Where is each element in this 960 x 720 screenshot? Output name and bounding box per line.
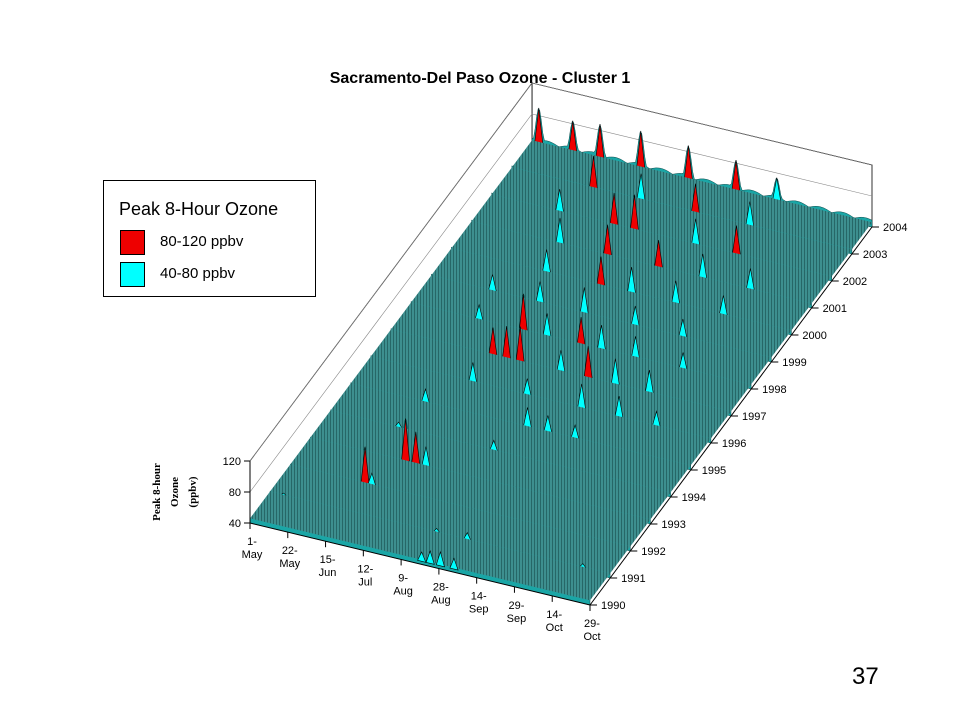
y-tick-label: 1990 <box>601 600 625 612</box>
ridge-1990 <box>249 491 611 606</box>
ridge-floor <box>431 248 792 358</box>
x-tick-label: 9-Aug <box>393 572 413 597</box>
ridge-floor <box>270 464 631 574</box>
y-tick-label: 2004 <box>883 222 907 234</box>
y-tick-label: 1995 <box>702 465 726 477</box>
ridge-floor <box>290 437 651 547</box>
legend-label-high: 80-120 ppbv <box>160 233 244 250</box>
y-tick-label: 1992 <box>641 546 665 558</box>
wall-gridline <box>249 113 873 493</box>
legend-swatch-cyan <box>120 262 145 287</box>
y-tick-label: 2003 <box>863 249 887 261</box>
x-tick-label: 14-Sep <box>469 591 489 616</box>
x-tick-label: 1-May <box>242 536 263 561</box>
x-tick-label: 29-Sep <box>507 600 527 625</box>
chart-title: Sacramento-Del Paso Ozone - Cluster 1 <box>329 70 631 87</box>
y-tick-label: 1997 <box>742 411 766 423</box>
ridge-floor <box>350 356 711 466</box>
y-tick-label: 2000 <box>802 330 826 342</box>
ridge-floor <box>330 383 691 493</box>
x-tick-label: 22-May <box>279 545 300 570</box>
ridge-floor <box>310 410 671 520</box>
legend-swatch-red <box>120 230 145 255</box>
ridge-floor <box>411 275 772 385</box>
z-tick-label: 40 <box>229 518 241 530</box>
z-tick-label: 120 <box>223 456 241 468</box>
ridge-floor <box>471 194 832 304</box>
y-tick-label: 1999 <box>782 357 806 369</box>
z-axis-title: (ppbv) <box>187 476 199 508</box>
ozone-peak-1990-1 <box>425 550 435 565</box>
page-number: 37 <box>852 663 879 690</box>
y-tick-label: 1993 <box>661 519 685 531</box>
legend: Peak 8-Hour Ozone 80-120 ppbv 40-80 ppbv <box>103 180 316 297</box>
ridge-1993 <box>310 410 671 525</box>
ridge-floor <box>391 302 752 412</box>
y-tick-label: 1994 <box>682 492 706 504</box>
ozone-peak-1990-3 <box>449 557 459 571</box>
ridge-floor <box>491 167 852 277</box>
ozone-peak-1990-2 <box>435 550 445 568</box>
x-tick-label: 29-Oct <box>583 618 600 643</box>
ridge-floor <box>511 140 872 250</box>
y-tick-label: 2002 <box>843 276 867 288</box>
ridge-1992 <box>290 437 651 552</box>
x-axis-line <box>249 522 591 606</box>
x-tick-label: 15-Jun <box>319 554 337 579</box>
z-axis-title: Peak 8-hour <box>151 463 163 521</box>
legend-title: Peak 8-Hour Ozone <box>119 199 279 219</box>
y-tick-label: 1991 <box>621 573 645 585</box>
y-tick-label: 1996 <box>722 438 746 450</box>
legend-label-low: 40-80 ppbv <box>160 265 236 282</box>
y-tick-label: 1998 <box>762 384 786 396</box>
ridge-floor <box>250 491 611 601</box>
x-tick-label: 28-Aug <box>431 582 451 607</box>
z-tick-label: 80 <box>229 487 241 499</box>
wall-gridline <box>249 82 873 462</box>
ozone-peak-1990-0 <box>417 551 427 563</box>
x-tick-label: 12-Jul <box>357 563 373 588</box>
ridge-floor <box>370 329 731 439</box>
x-tick-label: 14-Oct <box>546 609 563 634</box>
z-axis-title: Ozone <box>169 477 181 507</box>
y-tick-label: 2001 <box>823 303 847 315</box>
